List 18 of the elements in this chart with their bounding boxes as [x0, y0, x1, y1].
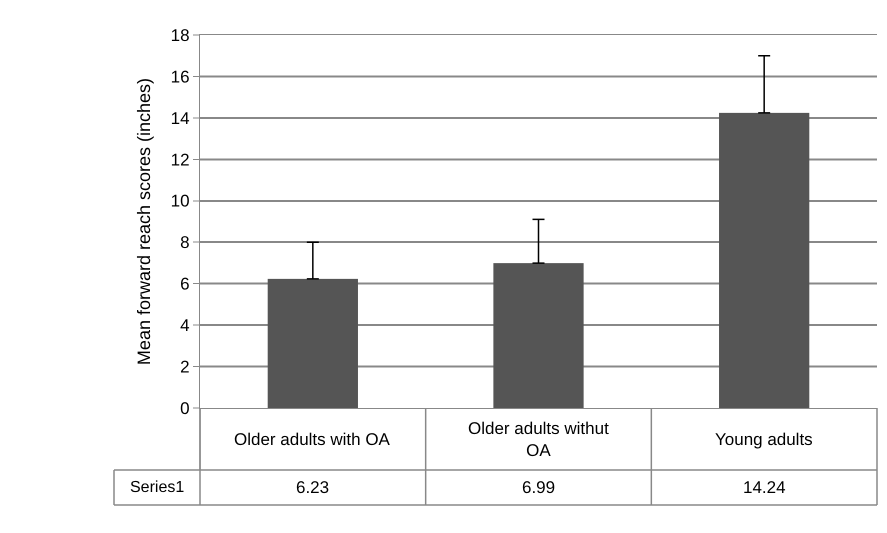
- data-label: 6.23: [296, 478, 330, 497]
- y-axis-title: Mean forward reach scores (inches): [134, 78, 154, 366]
- data-label: 14.24: [743, 478, 786, 497]
- y-tick-label: 4: [180, 316, 190, 336]
- y-tick-label: 18: [170, 26, 190, 45]
- y-tick-label: 2: [180, 358, 190, 377]
- x-tick-label: Older adults with OA: [234, 430, 391, 449]
- data-label: 6.99: [522, 478, 556, 497]
- x-tick-label: Older adults withut OA: [468, 419, 610, 460]
- y-tick-label: 14: [170, 108, 190, 128]
- text: Series1: [130, 479, 184, 496]
- x-tick-label: Young adults: [715, 430, 813, 449]
- y-tick-label: 12: [170, 150, 190, 170]
- y-tick-label: 0: [180, 398, 190, 418]
- y-tick-label: 16: [170, 67, 190, 86]
- y-tick-label: 6: [180, 274, 190, 294]
- y-tick-label: 10: [170, 192, 190, 211]
- y-tick-label: 8: [180, 233, 190, 252]
